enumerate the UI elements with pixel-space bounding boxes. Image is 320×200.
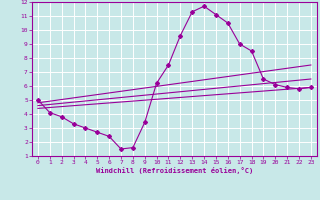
X-axis label: Windchill (Refroidissement éolien,°C): Windchill (Refroidissement éolien,°C) — [96, 167, 253, 174]
